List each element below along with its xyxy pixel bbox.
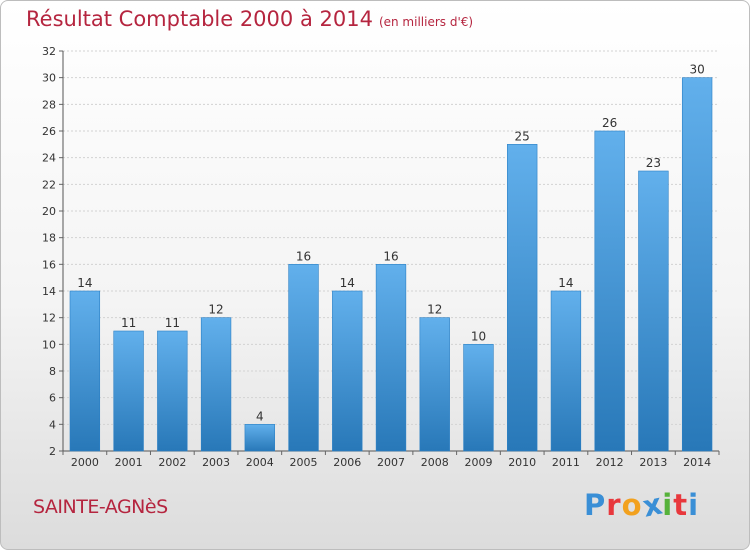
logo-letter: r (606, 488, 622, 522)
chart-subtitle: (en milliers d'€) (378, 15, 474, 29)
x-tick-label: 2000 (71, 456, 99, 469)
logo-letter: t (673, 488, 689, 522)
y-tick-label: 22 (42, 178, 56, 191)
y-tick-label: 16 (42, 258, 56, 271)
bar-value-label: 14 (77, 276, 92, 290)
bar-2012 (594, 130, 625, 452)
place-name: SAINTE-AGNèS (33, 496, 168, 518)
bar-value-label: 12 (427, 303, 442, 317)
bar-2008 (419, 317, 450, 452)
y-tick-label: 14 (42, 285, 56, 298)
x-tick-label: 2008 (421, 456, 449, 469)
y-tick-label: 12 (42, 312, 56, 325)
x-tick-label: 2009 (464, 456, 492, 469)
y-tick-label: 6 (49, 392, 56, 405)
x-tick-label: 2014 (683, 456, 711, 469)
y-tick-label: 10 (42, 338, 56, 351)
bar-value-label: 10 (471, 329, 486, 343)
bar-value-label: 25 (515, 129, 530, 143)
chart-title: Résultat Comptable 2000 à 2014 (en millie… (26, 7, 473, 31)
x-tick-label: 2012 (596, 456, 624, 469)
bar-value-label: 14 (340, 276, 355, 290)
bar-2013 (638, 170, 669, 452)
y-tick-label: 28 (42, 98, 56, 111)
x-tick-label: 2013 (639, 456, 667, 469)
y-tick-label: 32 (42, 45, 56, 58)
x-tick-label: 2001 (115, 456, 143, 469)
bar-value-label: 16 (296, 249, 311, 263)
y-tick-label: 24 (42, 152, 56, 165)
y-tick-label: 30 (42, 72, 56, 85)
bar-value-label: 23 (646, 156, 661, 170)
bar-value-label: 14 (558, 276, 573, 290)
bar-2007 (375, 264, 407, 452)
bar-value-label: 11 (165, 316, 180, 330)
bar-2014 (681, 77, 713, 452)
logo-letter: o (621, 488, 643, 522)
x-tick-label: 2006 (333, 456, 361, 469)
bar-2010 (507, 144, 538, 452)
y-tick-label: 18 (42, 232, 56, 245)
bar-value-label: 11 (121, 316, 136, 330)
logo-letter: P (584, 488, 607, 522)
bar-2009 (463, 344, 494, 452)
logo-letter: i (688, 488, 700, 522)
x-tick-label: 2004 (246, 456, 274, 469)
bar-value-label: 4 (256, 409, 264, 423)
y-tick-label: 8 (49, 365, 56, 378)
bars (69, 77, 713, 452)
x-tick-label: 2003 (202, 456, 230, 469)
bar-value-label: 26 (602, 116, 617, 130)
bar-2000 (69, 290, 101, 452)
chart-title-text: Résultat Comptable 2000 à 2014 (26, 7, 373, 31)
y-tick-label: 2 (49, 445, 56, 458)
bar-2001 (113, 330, 144, 452)
bar-2006 (332, 290, 363, 452)
y-tick-label: 4 (49, 418, 56, 431)
bar-value-label: 16 (383, 249, 398, 263)
x-tick-label: 2010 (508, 456, 536, 469)
bar-2011 (550, 290, 582, 452)
bar-2005 (288, 264, 319, 452)
labels: 2468101214161820222426283032142000112001… (42, 45, 711, 469)
x-tick-label: 2011 (552, 456, 580, 469)
y-tick-label: 26 (42, 125, 56, 138)
logo-letter: i (662, 488, 674, 522)
bar-value-label: 12 (208, 303, 223, 317)
y-tick-label: 20 (42, 205, 56, 218)
bar-2003 (200, 317, 232, 452)
x-tick-label: 2007 (377, 456, 405, 469)
x-tick-label: 2002 (158, 456, 186, 469)
bar-2004 (244, 424, 275, 452)
bar-value-label: 30 (689, 63, 704, 77)
bar-2002 (157, 330, 188, 452)
proxiti-logo: Proxiti (584, 486, 700, 523)
x-tick-label: 2005 (290, 456, 318, 469)
